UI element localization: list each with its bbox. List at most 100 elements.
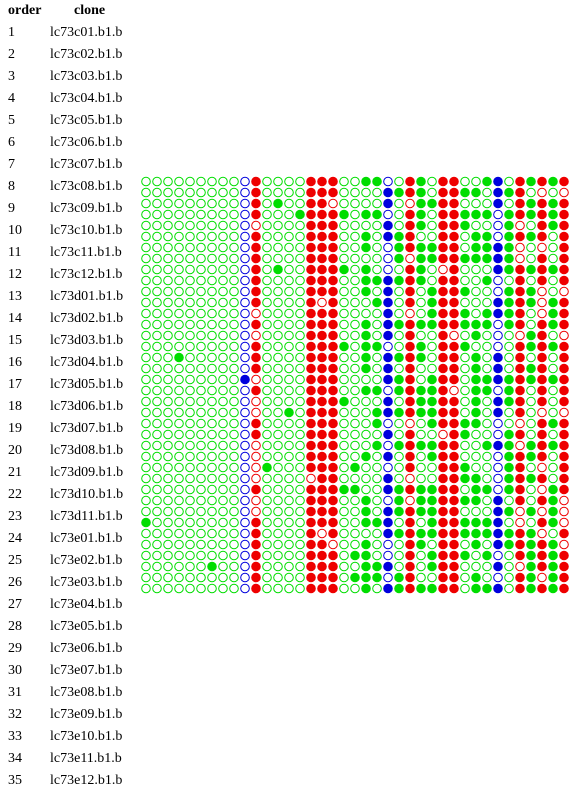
dot — [185, 308, 195, 319]
dot — [262, 286, 272, 297]
dot — [537, 484, 547, 495]
dot — [218, 198, 228, 209]
dot — [537, 231, 547, 242]
dot — [251, 341, 261, 352]
order-cell: 20 — [8, 443, 22, 458]
dot — [163, 407, 173, 418]
dot — [383, 242, 393, 253]
dot — [526, 451, 536, 462]
dot — [350, 231, 360, 242]
dot — [251, 506, 261, 517]
dot — [163, 374, 173, 385]
dot — [152, 231, 162, 242]
dot — [262, 198, 272, 209]
dot — [196, 429, 206, 440]
dot — [537, 308, 547, 319]
dot — [163, 583, 173, 594]
dot — [515, 319, 525, 330]
dot — [141, 176, 151, 187]
dot — [317, 220, 327, 231]
dot — [350, 418, 360, 429]
dot — [361, 561, 371, 572]
dot — [317, 176, 327, 187]
order-cell: 1 — [8, 25, 15, 40]
dot — [251, 308, 261, 319]
dot — [185, 286, 195, 297]
dot — [350, 495, 360, 506]
dot — [493, 517, 503, 528]
dot — [141, 396, 151, 407]
dot — [350, 451, 360, 462]
dot — [394, 308, 404, 319]
dot — [339, 484, 349, 495]
dot — [240, 319, 250, 330]
dot — [361, 220, 371, 231]
dot — [152, 539, 162, 550]
dot — [306, 517, 316, 528]
dot — [559, 462, 569, 473]
clone-cell: lc73d10.b1.b — [50, 487, 123, 502]
dot — [306, 198, 316, 209]
dot — [515, 451, 525, 462]
dot — [229, 330, 239, 341]
dot — [174, 572, 184, 583]
dot — [460, 484, 470, 495]
dot — [273, 330, 283, 341]
dot — [405, 187, 415, 198]
dot — [405, 330, 415, 341]
dot — [427, 363, 437, 374]
dot — [350, 550, 360, 561]
dot — [152, 341, 162, 352]
dot — [196, 572, 206, 583]
dot — [350, 209, 360, 220]
dot — [174, 407, 184, 418]
dot — [196, 198, 206, 209]
dot — [229, 187, 239, 198]
dot — [273, 209, 283, 220]
dot — [427, 198, 437, 209]
dot — [416, 220, 426, 231]
dot — [295, 341, 305, 352]
clone-cell: lc73d11.b1.b — [50, 509, 123, 524]
dot — [449, 319, 459, 330]
dot — [471, 572, 481, 583]
dot — [394, 264, 404, 275]
dot — [185, 275, 195, 286]
dot — [416, 429, 426, 440]
dot — [229, 275, 239, 286]
dot — [350, 308, 360, 319]
dot — [273, 418, 283, 429]
dot — [493, 429, 503, 440]
dot — [416, 297, 426, 308]
clone-cell: lc73e03.b1.b — [50, 575, 122, 590]
dot — [526, 385, 536, 396]
dot — [460, 297, 470, 308]
dot — [240, 352, 250, 363]
dot — [207, 286, 217, 297]
dot — [174, 330, 184, 341]
dot — [240, 418, 250, 429]
dot — [383, 275, 393, 286]
dot — [427, 396, 437, 407]
dot — [460, 506, 470, 517]
dot — [196, 506, 206, 517]
clone-cell: lc73d07.b1.b — [50, 421, 123, 436]
dot — [394, 473, 404, 484]
dot — [262, 308, 272, 319]
dot — [284, 264, 294, 275]
dot — [394, 187, 404, 198]
dot — [207, 341, 217, 352]
dot — [372, 341, 382, 352]
dot — [372, 583, 382, 594]
dot — [240, 583, 250, 594]
dot — [394, 539, 404, 550]
dot — [328, 572, 338, 583]
dot — [174, 440, 184, 451]
dot — [350, 297, 360, 308]
dot — [515, 396, 525, 407]
dot — [251, 220, 261, 231]
dot — [361, 396, 371, 407]
dot — [284, 528, 294, 539]
dot — [515, 286, 525, 297]
dot — [251, 231, 261, 242]
